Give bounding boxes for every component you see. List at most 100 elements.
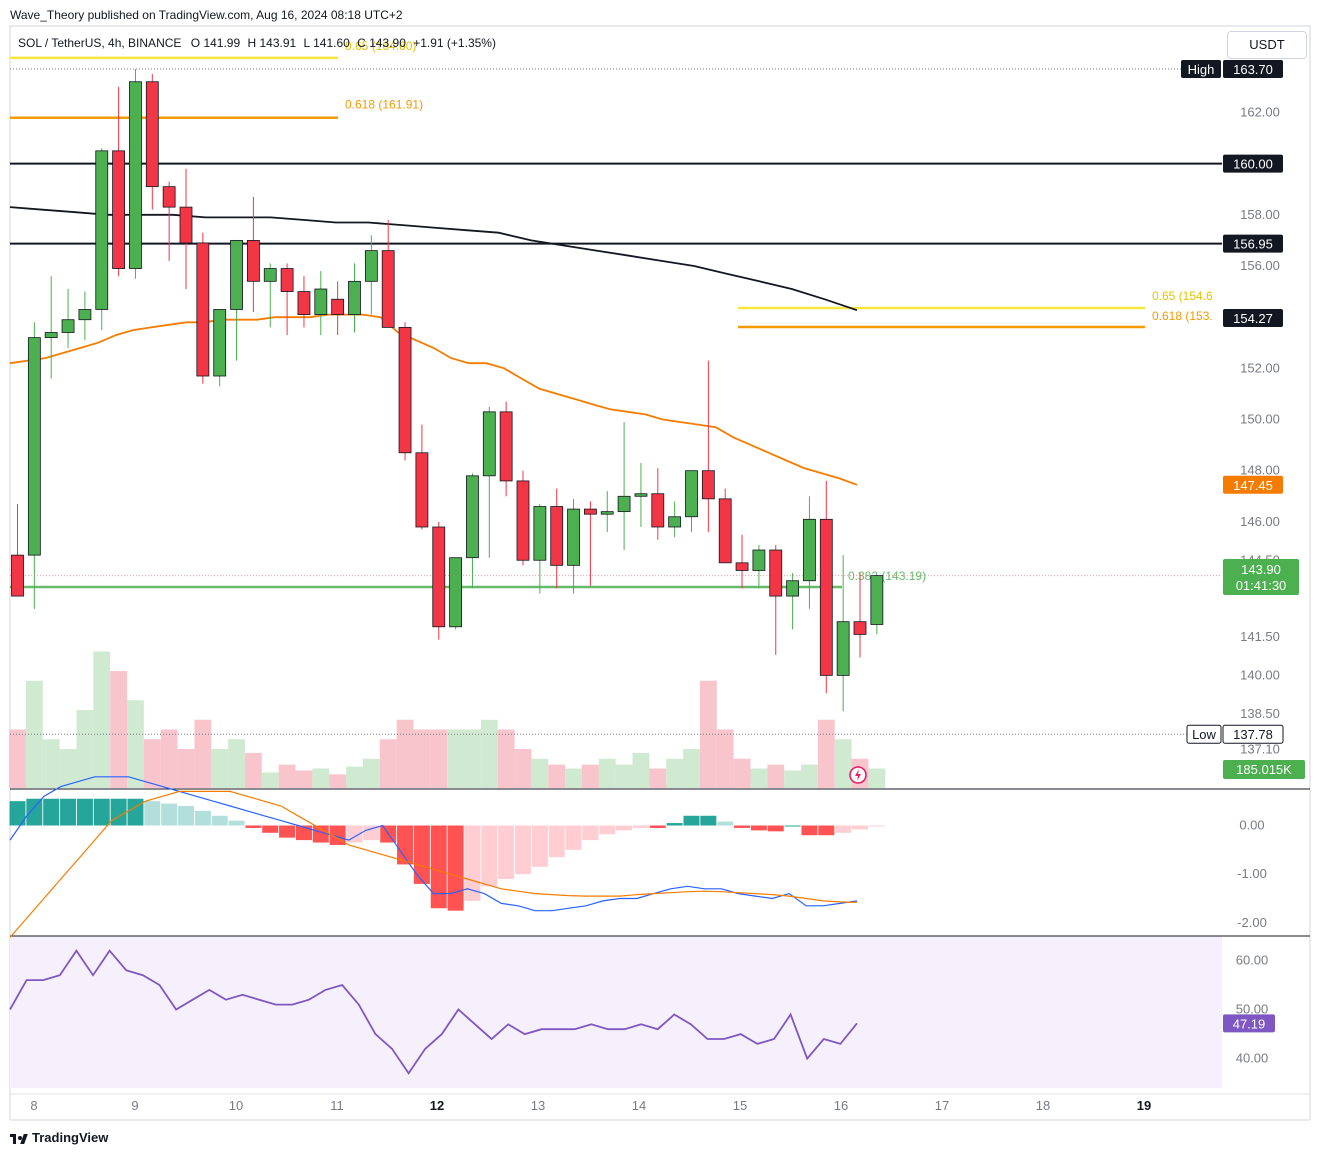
macd-histogram-bar — [279, 825, 296, 838]
macd-tick-label: -1.00 — [1237, 866, 1267, 881]
candle-body — [331, 298, 345, 315]
macd-histogram-bar — [649, 825, 666, 828]
candle — [735, 534, 749, 589]
candle-body — [179, 206, 193, 244]
volume-bar — [42, 739, 60, 788]
rsi-line — [9, 949, 858, 1075]
candle-body — [27, 337, 41, 556]
candle — [533, 503, 547, 594]
legend-high: 143.91 — [260, 36, 297, 50]
price-tick-label: 158.00 — [1240, 207, 1280, 222]
candle — [584, 501, 597, 586]
svg-text:SOL / TetherUS, 4h, BINANCE: SOL / TetherUS, 4h, BINANCE O 141.99 H 1… — [18, 36, 496, 50]
volume-bar — [733, 758, 751, 788]
candle — [870, 575, 884, 635]
macd-pane: 0.00 -1.00 -2.00 — [9, 776, 1267, 938]
price-tick-label: 152.00 — [1240, 360, 1280, 375]
macd-histogram-bar — [245, 825, 262, 828]
macd-histogram-bar — [750, 825, 767, 831]
volume-bar — [649, 768, 667, 788]
tradingview-brand: TradingView — [32, 1130, 109, 1145]
volume-bar — [666, 758, 684, 788]
candle-body — [482, 411, 496, 477]
fib-0618-label-left: 0.618 (161.91) — [345, 98, 423, 112]
candle — [398, 322, 412, 461]
candle — [44, 276, 58, 379]
price-tick-label: 148.00 — [1240, 463, 1280, 478]
candle-body — [752, 549, 766, 571]
macd-histogram-bar — [430, 825, 447, 909]
candle — [381, 219, 395, 328]
candle — [230, 239, 243, 361]
candle-body — [415, 452, 429, 528]
macd-histogram-bar — [262, 825, 279, 833]
macd-histogram-bar — [295, 825, 312, 841]
candle-body — [398, 326, 412, 454]
macd-histogram-bar — [127, 798, 144, 826]
candle — [179, 168, 193, 290]
low-price-tag-bg — [1222, 724, 1284, 744]
candle — [314, 271, 328, 336]
macd-histogram-bar — [700, 815, 717, 826]
legend-low: 141.60 — [313, 36, 350, 50]
legend-close-label: C — [357, 36, 366, 50]
candle-body — [735, 562, 749, 571]
macd-histogram-bar — [599, 825, 616, 835]
countdown-text: 01:41:30 — [1236, 578, 1287, 593]
macd-histogram-bar — [110, 798, 127, 826]
candle — [213, 309, 227, 387]
candle-body — [112, 150, 125, 269]
current-price-text: 143.90 — [1241, 562, 1281, 577]
candle — [449, 557, 463, 630]
macd-histogram-bar — [397, 825, 414, 865]
macd-histogram-bar — [717, 821, 734, 826]
candle — [836, 555, 850, 712]
price-tick-label: 146.00 — [1240, 514, 1280, 529]
legend-close: 143.90 — [369, 36, 406, 50]
candle-body — [381, 250, 395, 328]
volume-bar — [464, 729, 481, 788]
time-tick-label: 16 — [834, 1098, 848, 1113]
low-label-text: Low — [1192, 727, 1216, 742]
macd-histogram-bar — [835, 825, 852, 833]
macd-histogram-bar — [363, 825, 380, 841]
currency-selector-button[interactable]: USDT — [1227, 31, 1307, 59]
candle-body — [44, 332, 58, 339]
candle-body — [819, 518, 833, 676]
volume-bar — [767, 764, 785, 788]
candle — [78, 291, 92, 341]
macd-histogram-bar — [852, 825, 868, 830]
publisher-credit: Wave_Theory published on TradingView.com… — [10, 8, 403, 22]
candle — [651, 468, 665, 540]
volume-bar — [59, 749, 77, 788]
candle-body — [297, 291, 311, 315]
macd-histogram-bar — [60, 798, 77, 826]
macd-histogram-bar — [447, 825, 464, 911]
candle — [246, 196, 260, 313]
candle-body — [213, 309, 227, 377]
volume-tag-text: 185.015K — [1236, 762, 1292, 777]
candle — [482, 406, 496, 558]
high-label-bg — [1181, 59, 1221, 78]
macd-histogram-bar — [346, 825, 363, 843]
candle-body — [449, 557, 463, 628]
candle-body — [853, 621, 867, 635]
candle-body — [701, 470, 715, 500]
macd-histogram-bar — [531, 825, 548, 867]
candle-body — [364, 250, 378, 282]
candle — [27, 322, 41, 609]
macd-histogram-bar — [76, 798, 93, 826]
legend-low-label: L — [304, 36, 311, 50]
macd-histogram-bar — [801, 825, 818, 836]
signal-line — [9, 790, 858, 938]
volume-bar — [565, 768, 582, 788]
candle-body — [145, 81, 159, 188]
volume-bar — [548, 764, 566, 788]
candle — [61, 289, 75, 348]
price-tick-label: 150.00 — [1240, 412, 1280, 427]
fib-065-label-left: 0.65 (164.60) — [345, 39, 416, 53]
candle-body — [129, 81, 142, 269]
lightning-alert-icon — [849, 766, 867, 784]
candle-body — [499, 411, 513, 482]
